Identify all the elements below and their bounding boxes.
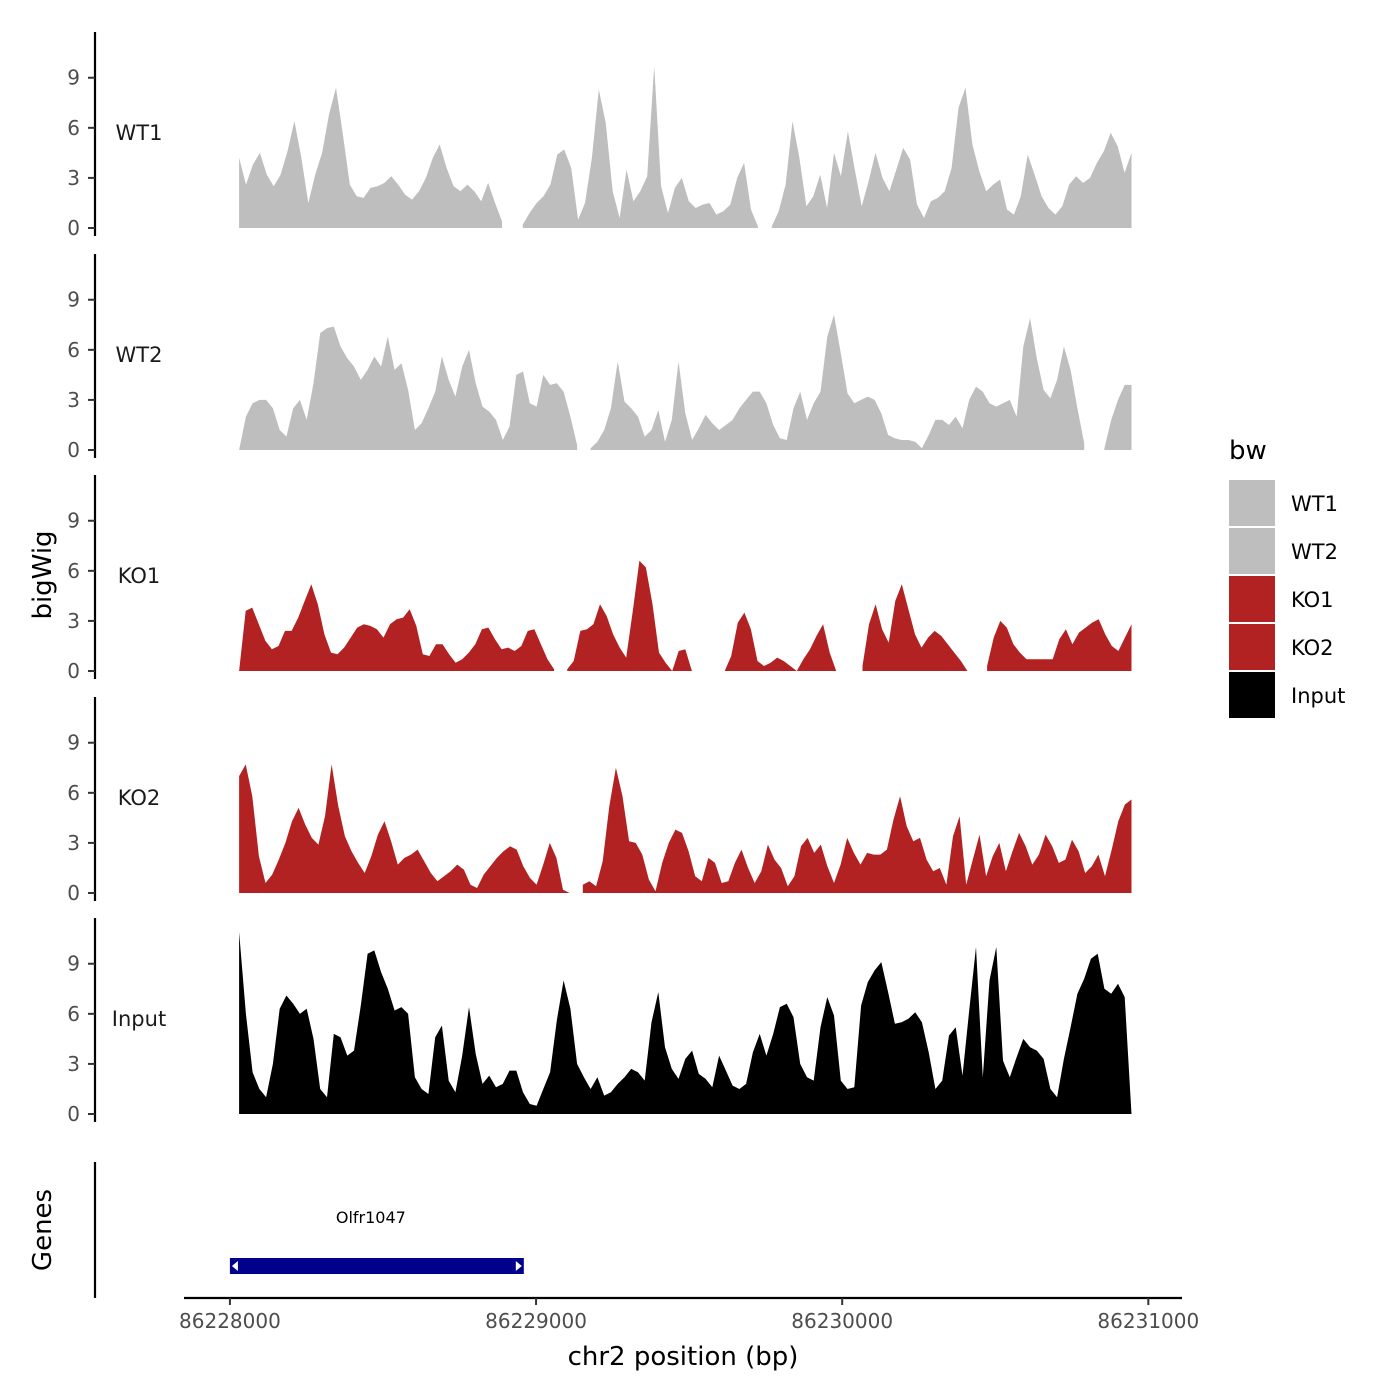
- y-tick-label: 0: [67, 659, 80, 683]
- y-tick-label: 0: [67, 881, 80, 905]
- track-label-ko1: KO1: [118, 564, 161, 588]
- track-label-ko2: KO2: [118, 786, 161, 810]
- legend-key-input: [1229, 672, 1275, 718]
- y-axis-title: bigWig: [28, 530, 58, 619]
- legend-label-wt1: WT1: [1291, 492, 1338, 516]
- x-tick-label: 86228000: [179, 1309, 281, 1333]
- signal-area-ko1: [987, 619, 1132, 671]
- signal-area-wt2: [239, 326, 578, 450]
- signal-area-wt1: [239, 87, 502, 228]
- y-tick-label: 0: [67, 1102, 80, 1126]
- legend-label-ko2: KO2: [1291, 636, 1334, 660]
- legend-title: bw: [1229, 436, 1267, 466]
- y-tick-label: 9: [67, 288, 80, 312]
- signal-area-ko1: [239, 584, 555, 671]
- gene-strand-marker: [515, 1261, 522, 1271]
- signal-area-ko2: [239, 764, 570, 893]
- track-label-input: Input: [112, 1007, 166, 1031]
- gene-body-olfr1047: [229, 1258, 524, 1274]
- y-tick-label: 0: [67, 216, 80, 240]
- legend-key-wt2: [1229, 528, 1275, 574]
- legend-key-ko2: [1229, 624, 1275, 670]
- y-tick-label: 6: [67, 116, 80, 140]
- track-wt2: 0 3 6 9 WT2: [67, 254, 1132, 462]
- signal-area-ko2: [582, 767, 1132, 893]
- gene-strand-marker: [231, 1261, 238, 1271]
- y-tick-label: 6: [67, 338, 80, 362]
- signal-area-ko1: [862, 584, 968, 671]
- signal-area-wt1: [771, 87, 1132, 228]
- signal-area-ko1: [724, 612, 837, 671]
- legend-key-ko1: [1229, 576, 1275, 622]
- signal-area-input: [239, 932, 1132, 1114]
- y-tick-label: 3: [67, 388, 80, 412]
- x-axis: chr2 position (bp) 86228000 86229000 86230…: [179, 1296, 1199, 1372]
- track-ko1: 0 3 6 9 KO1: [67, 475, 1132, 683]
- track-label-wt1: WT1: [116, 121, 163, 145]
- gene-track: Genes Olfr1047: [28, 1162, 524, 1298]
- x-tick-label: 86229000: [485, 1309, 587, 1333]
- legend-label-wt2: WT2: [1291, 540, 1338, 564]
- genes-axis-label: Genes: [28, 1189, 58, 1271]
- gene-label: Olfr1047: [336, 1208, 406, 1227]
- x-tick-label: 86230000: [791, 1309, 893, 1333]
- y-tick-label: 0: [67, 438, 80, 462]
- y-tick-label: 3: [67, 831, 80, 855]
- x-axis-title: chr2 position (bp): [568, 1342, 799, 1372]
- track-label-wt2: WT2: [116, 343, 163, 367]
- signal-area-wt1: [522, 66, 758, 228]
- legend-label-ko1: KO1: [1291, 588, 1334, 612]
- y-tick-label: 6: [67, 781, 80, 805]
- y-tick-label: 3: [67, 1052, 80, 1076]
- y-tick-label: 9: [67, 509, 80, 533]
- y-tick-label: 3: [67, 609, 80, 633]
- y-tick-label: 6: [67, 559, 80, 583]
- legend-label-input: Input: [1291, 684, 1345, 708]
- legend: bw WT1 WT2 KO1 KO2 Input: [1229, 436, 1345, 718]
- signal-area-wt2: [1104, 384, 1132, 450]
- y-tick-label: 3: [67, 166, 80, 190]
- signal-area-wt2: [590, 314, 1085, 450]
- y-tick-label: 9: [67, 731, 80, 755]
- track-input: 0 3 6 9 Input: [67, 918, 1132, 1126]
- bigwig-tracks: 0 3 6 9 WT1 0 3 6 9 WT2 0 3 6 9 KO1 0 3 6 9 KO2 0 3 6 9 Input: [67, 32, 1132, 1126]
- y-tick-label: 9: [67, 66, 80, 90]
- y-tick-label: 9: [67, 952, 80, 976]
- track-ko2: 0 3 6 9 KO2: [67, 697, 1132, 905]
- x-tick-label: 86231000: [1097, 1309, 1199, 1333]
- signal-area-ko1: [567, 560, 692, 671]
- track-wt1: 0 3 6 9 WT1: [67, 32, 1132, 240]
- legend-key-wt1: [1229, 480, 1275, 526]
- y-tick-label: 6: [67, 1002, 80, 1026]
